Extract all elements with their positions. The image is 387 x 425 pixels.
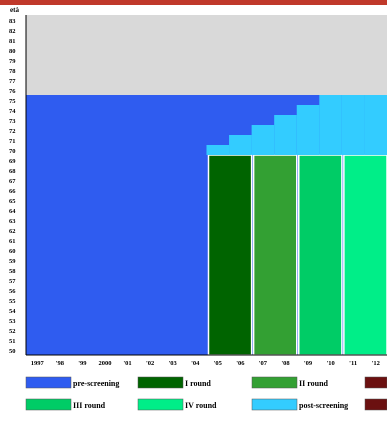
y-tick-label: 67 — [9, 178, 16, 185]
y-tick-label: 52 — [9, 328, 16, 335]
legend-label: III round — [73, 401, 106, 410]
y-tick-label: 79 — [9, 58, 16, 65]
legend-swatch — [25, 376, 72, 389]
x-tick-label: 2000 — [98, 360, 111, 367]
y-tick-label: 66 — [9, 188, 16, 195]
legend-swatch — [137, 376, 184, 389]
bar-post-screening-5 — [319, 95, 342, 155]
y-tick-label: 56 — [9, 288, 16, 295]
bar-post-screening-3 — [274, 115, 297, 155]
x-tick-label: '98 — [56, 360, 65, 367]
legend-label: II round — [299, 379, 329, 388]
legend-label: I round — [185, 379, 211, 388]
bar-post-screening-0 — [206, 145, 230, 155]
y-tick-label: 73 — [9, 118, 16, 125]
legend-swatch — [364, 398, 387, 411]
y-tick-label: 76 — [9, 88, 16, 95]
y-tick-label: 65 — [9, 198, 16, 205]
y-tick-label: 75 — [9, 98, 16, 105]
top-border — [0, 0, 387, 5]
x-tick-label: '99 — [78, 360, 87, 367]
legend-swatch — [364, 376, 387, 389]
y-tick-label: 71 — [9, 138, 16, 145]
x-tick-label: '10 — [326, 360, 334, 367]
y-tick-label: 81 — [9, 38, 16, 45]
x-tick-label: '03 — [169, 360, 178, 367]
y-tick-label: 82 — [9, 28, 16, 35]
y-tick-label: 74 — [9, 108, 16, 115]
y-tick-label: 72 — [9, 128, 16, 135]
y-tick-label: 60 — [9, 248, 16, 255]
legend-swatch — [251, 376, 298, 389]
legend-swatch — [25, 398, 72, 411]
legend-swatch — [137, 398, 184, 411]
legend-label: IV round — [185, 401, 217, 410]
y-tick-label: 53 — [9, 318, 16, 325]
legend-label: pre-screening — [73, 379, 119, 388]
y-tick-label: 78 — [9, 68, 16, 75]
y-tick-label: 62 — [9, 228, 16, 235]
x-tick-label: '09 — [304, 360, 313, 367]
y-tick-label: 55 — [9, 298, 16, 305]
area-iii-round — [298, 154, 343, 356]
x-tick-label: '12 — [372, 360, 380, 367]
y-tick-label: 58 — [9, 268, 16, 275]
x-tick-label: '07 — [259, 360, 268, 367]
legend-label: post-screening — [299, 401, 348, 410]
y-tick-label: 51 — [9, 338, 16, 345]
bar-post-screening-4 — [296, 105, 320, 155]
area-ii-round — [252, 154, 298, 356]
y-tick-label: 61 — [9, 238, 16, 245]
bar-post-screening-6 — [341, 95, 365, 155]
x-tick-label: '05 — [214, 360, 223, 367]
area-i-round — [207, 154, 253, 356]
y-tick-label: 50 — [9, 348, 16, 355]
x-tick-label: '11 — [349, 360, 357, 367]
legend-swatch — [251, 398, 298, 411]
x-tick-label: '04 — [191, 360, 200, 367]
x-tick-label: '08 — [281, 360, 290, 367]
y-tick-label: 54 — [9, 308, 16, 315]
bar-post-screening-1 — [229, 135, 252, 155]
bar-post-screening-2 — [251, 125, 275, 155]
y-tick-label: 63 — [9, 218, 16, 225]
y-tick-label: 57 — [9, 278, 16, 285]
y-tick-label: 77 — [9, 78, 16, 85]
y-axis-label: età — [10, 6, 19, 14]
y-tick-label: 83 — [9, 18, 16, 25]
x-tick-label: '06 — [236, 360, 245, 367]
y-tick-label: 68 — [9, 168, 16, 175]
bar-post-screening-7 — [364, 95, 387, 155]
x-tick-label: 1997 — [31, 360, 45, 367]
area-iv-round — [343, 154, 387, 356]
y-tick-label: 70 — [9, 148, 16, 155]
y-tick-label: 64 — [9, 208, 16, 215]
y-tick-label: 59 — [9, 258, 16, 265]
y-tick-label: 80 — [9, 48, 16, 55]
y-tick-label: 69 — [9, 158, 16, 165]
x-tick-label: '01 — [123, 360, 131, 367]
x-tick-label: '02 — [146, 360, 154, 367]
